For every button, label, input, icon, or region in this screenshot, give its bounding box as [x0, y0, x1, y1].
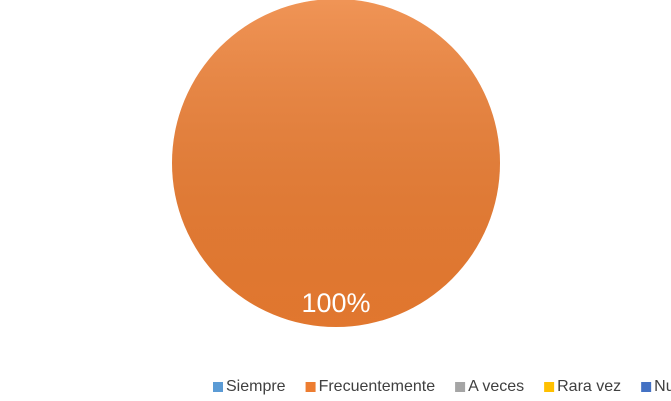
legend-swatch	[213, 382, 223, 392]
legend-label: Frecuentemente	[319, 378, 436, 395]
legend-swatch	[455, 382, 466, 392]
legend-swatch	[544, 382, 555, 392]
pie-shade	[172, 0, 500, 327]
legend-swatch	[305, 382, 316, 392]
legend-swatch	[641, 382, 652, 392]
legend-label: Nunca	[654, 378, 671, 395]
legend-label: Siempre	[226, 378, 286, 395]
legend-label: A veces	[468, 378, 524, 395]
data-label: 100%	[301, 288, 370, 318]
legend-label: Rara vez	[557, 378, 621, 395]
